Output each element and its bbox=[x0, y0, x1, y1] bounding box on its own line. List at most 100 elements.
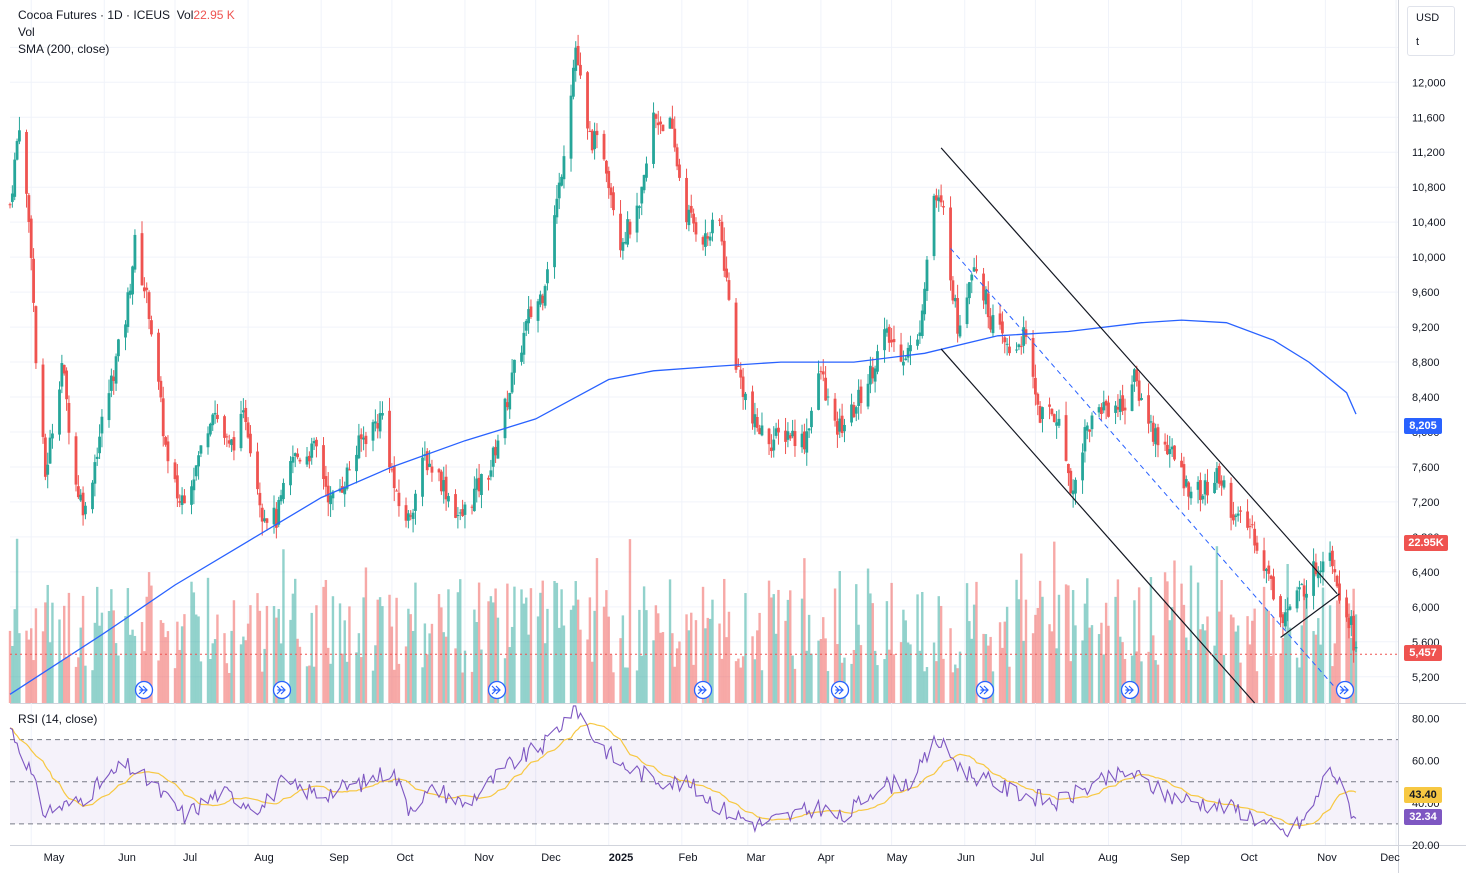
trend-lines[interactable] bbox=[940, 147, 1340, 704]
candle-body bbox=[227, 440, 231, 444]
candle-body bbox=[687, 209, 691, 226]
volume-bar bbox=[162, 622, 165, 703]
candle-body bbox=[428, 463, 431, 468]
candle-body bbox=[741, 376, 745, 397]
candle-body bbox=[140, 233, 144, 286]
volume-bar bbox=[1201, 624, 1204, 703]
candle-body bbox=[296, 453, 299, 458]
candle-body bbox=[932, 195, 936, 257]
candle-body bbox=[1104, 400, 1108, 406]
candle-body bbox=[871, 367, 875, 379]
candle-body bbox=[190, 486, 193, 505]
candle-body bbox=[411, 512, 415, 519]
volume-bar bbox=[975, 581, 978, 703]
rsi-tick-label: 20.00 bbox=[1412, 840, 1440, 852]
volume-bar bbox=[261, 671, 264, 703]
scroll-right-icon[interactable] bbox=[272, 680, 292, 700]
candle-body bbox=[953, 298, 957, 302]
scroll-right-icon[interactable] bbox=[693, 680, 713, 700]
volume-bar bbox=[81, 595, 85, 703]
candle-body bbox=[223, 416, 226, 438]
candle-body bbox=[263, 518, 266, 522]
candle-body bbox=[772, 439, 776, 451]
price-tick-label: 9,200 bbox=[1412, 322, 1440, 334]
candle-body bbox=[1168, 449, 1172, 455]
candle-body bbox=[824, 377, 828, 401]
scroll-right-icon[interactable] bbox=[1120, 680, 1140, 700]
volume-bar bbox=[1119, 636, 1122, 703]
candle-body bbox=[109, 375, 113, 391]
scroll-right-icon[interactable] bbox=[830, 680, 850, 700]
volume-bar bbox=[574, 581, 577, 703]
candle-body bbox=[289, 461, 292, 486]
volume-bar bbox=[51, 602, 54, 703]
volume-bar bbox=[1265, 608, 1268, 703]
candle-body bbox=[475, 478, 479, 490]
candle-body bbox=[1335, 575, 1339, 587]
candle-body bbox=[216, 414, 219, 420]
candle-body bbox=[1166, 444, 1169, 455]
candle-body bbox=[150, 320, 153, 335]
volume-bar bbox=[1220, 580, 1223, 703]
volume-bar bbox=[30, 628, 33, 703]
candle-body bbox=[213, 412, 217, 415]
volume-bar bbox=[15, 538, 19, 703]
rsi-tag: 32.34 bbox=[1404, 809, 1442, 825]
scroll-right-icon[interactable] bbox=[975, 680, 995, 700]
volume-bar bbox=[470, 671, 474, 703]
candle-body bbox=[1170, 446, 1174, 450]
volume-bar bbox=[355, 652, 358, 703]
candle-body bbox=[956, 298, 960, 334]
candle-body bbox=[1071, 490, 1075, 495]
volume-bar bbox=[393, 669, 396, 703]
candle-body bbox=[244, 407, 248, 423]
candle-body bbox=[43, 437, 47, 477]
volume-bar bbox=[1069, 661, 1072, 703]
candle-body bbox=[800, 433, 804, 448]
candle-body bbox=[67, 402, 71, 433]
volume-bar bbox=[192, 592, 196, 703]
volume-bar bbox=[560, 589, 563, 703]
volume-bar bbox=[725, 637, 728, 703]
time-tick-label: Jun bbox=[118, 852, 136, 864]
scroll-right-icon[interactable] bbox=[487, 680, 507, 700]
candle-body bbox=[802, 431, 806, 450]
price-tick-label: 11,600 bbox=[1412, 112, 1445, 124]
candle-body bbox=[850, 404, 853, 423]
unit-label: t bbox=[1416, 36, 1420, 48]
candle-body bbox=[623, 241, 627, 244]
volume-bar bbox=[1102, 654, 1105, 703]
volume-bar bbox=[34, 608, 38, 703]
time-tick-label: Dec bbox=[1380, 852, 1400, 864]
volume-bar bbox=[275, 617, 278, 703]
volume-bar bbox=[958, 651, 962, 703]
volume-bar bbox=[1017, 599, 1021, 703]
candle-body bbox=[1017, 344, 1021, 348]
candle-body bbox=[274, 509, 278, 528]
volume-bar bbox=[1350, 637, 1353, 703]
volume-bar bbox=[232, 600, 236, 703]
candle-body bbox=[1229, 482, 1233, 518]
volume-bar bbox=[520, 589, 523, 703]
candle-body bbox=[421, 457, 424, 497]
candle-body bbox=[147, 292, 151, 320]
candle-body bbox=[819, 371, 823, 373]
candle-body bbox=[1347, 617, 1351, 629]
volume-bar bbox=[800, 598, 804, 703]
candle-body bbox=[256, 451, 259, 490]
volume-bar bbox=[246, 623, 250, 703]
volume-bar bbox=[607, 616, 610, 703]
volume-bar bbox=[239, 644, 243, 703]
candle-body bbox=[159, 380, 163, 398]
candle-body bbox=[852, 405, 856, 418]
scroll-right-icon[interactable] bbox=[134, 680, 154, 700]
volume-bar bbox=[805, 650, 808, 703]
volume-bar bbox=[652, 640, 655, 703]
candle-body bbox=[909, 345, 912, 352]
scroll-right-icon[interactable] bbox=[1335, 680, 1355, 700]
currency-unit-button[interactable]: USD t bbox=[1407, 6, 1455, 56]
volume-bar bbox=[310, 612, 313, 703]
volume-bar bbox=[558, 627, 561, 703]
